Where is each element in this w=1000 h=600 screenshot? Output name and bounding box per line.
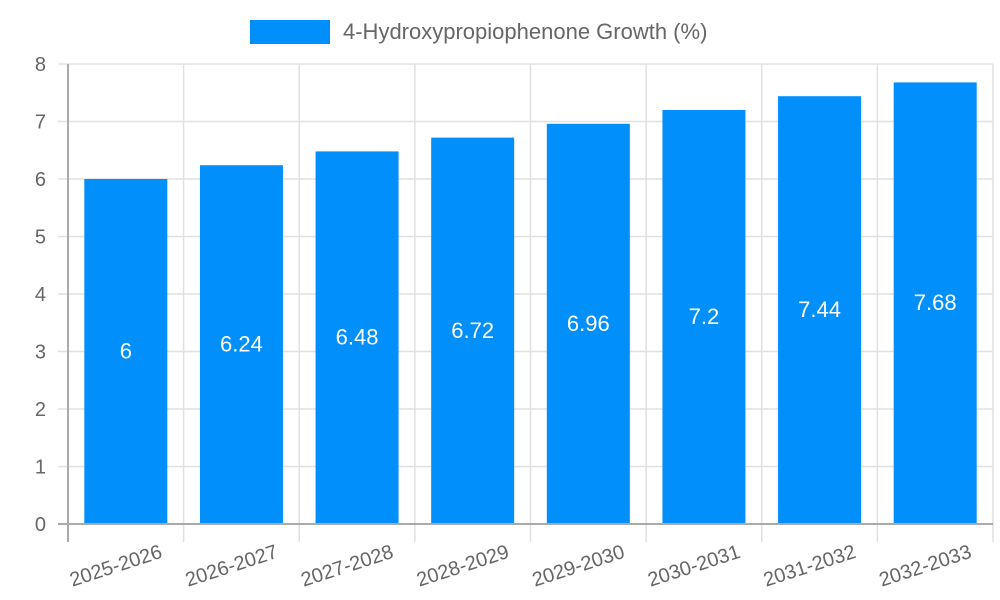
bar-value-label: 7.68 (914, 290, 957, 315)
x-tick-label: 2027-2028 (298, 541, 396, 591)
bar-value-label: 6.72 (451, 318, 494, 343)
bar[interactable] (662, 110, 746, 524)
y-tick-label: 0 (35, 514, 46, 536)
bar[interactable] (546, 123, 630, 525)
legend-swatch (250, 20, 330, 44)
bar-value-label: 6 (120, 339, 132, 364)
x-tick-label: 2031-2032 (761, 541, 859, 591)
y-tick-label: 4 (35, 284, 46, 306)
bar[interactable] (893, 82, 977, 525)
y-tick-label: 5 (35, 227, 46, 249)
x-tick-label: 2026-2027 (183, 541, 281, 591)
x-tick-label: 2029-2030 (530, 541, 628, 591)
bar[interactable] (778, 96, 862, 524)
y-tick-label: 1 (35, 457, 46, 479)
y-tick-label: 6 (35, 169, 46, 191)
x-tick-label: 2028-2029 (414, 541, 512, 591)
bar[interactable] (315, 151, 399, 524)
bar-value-label: 7.44 (798, 297, 841, 322)
bar[interactable] (84, 179, 168, 524)
y-tick-label: 3 (35, 342, 46, 364)
bar-value-label: 6.96 (567, 311, 610, 336)
bars (84, 82, 977, 525)
y-tick-label: 7 (35, 112, 46, 134)
y-tick-label: 2 (35, 399, 46, 421)
legend-label: 4-Hydroxypropiophenone Growth (%) (343, 19, 708, 44)
x-tick-label: 2025-2026 (67, 541, 165, 591)
bar-value-label: 7.2 (689, 304, 720, 329)
x-tick-label: 2032-2033 (876, 541, 974, 591)
bar[interactable] (199, 165, 283, 524)
bar-value-label: 6.48 (336, 325, 379, 350)
y-tick-label: 8 (35, 54, 46, 76)
bar-value-label: 6.24 (220, 332, 263, 357)
chart-legend[interactable]: 4-Hydroxypropiophenone Growth (%) (250, 19, 707, 45)
axes (58, 64, 993, 542)
bar[interactable] (431, 137, 515, 524)
x-tick-label: 2030-2031 (645, 541, 743, 591)
